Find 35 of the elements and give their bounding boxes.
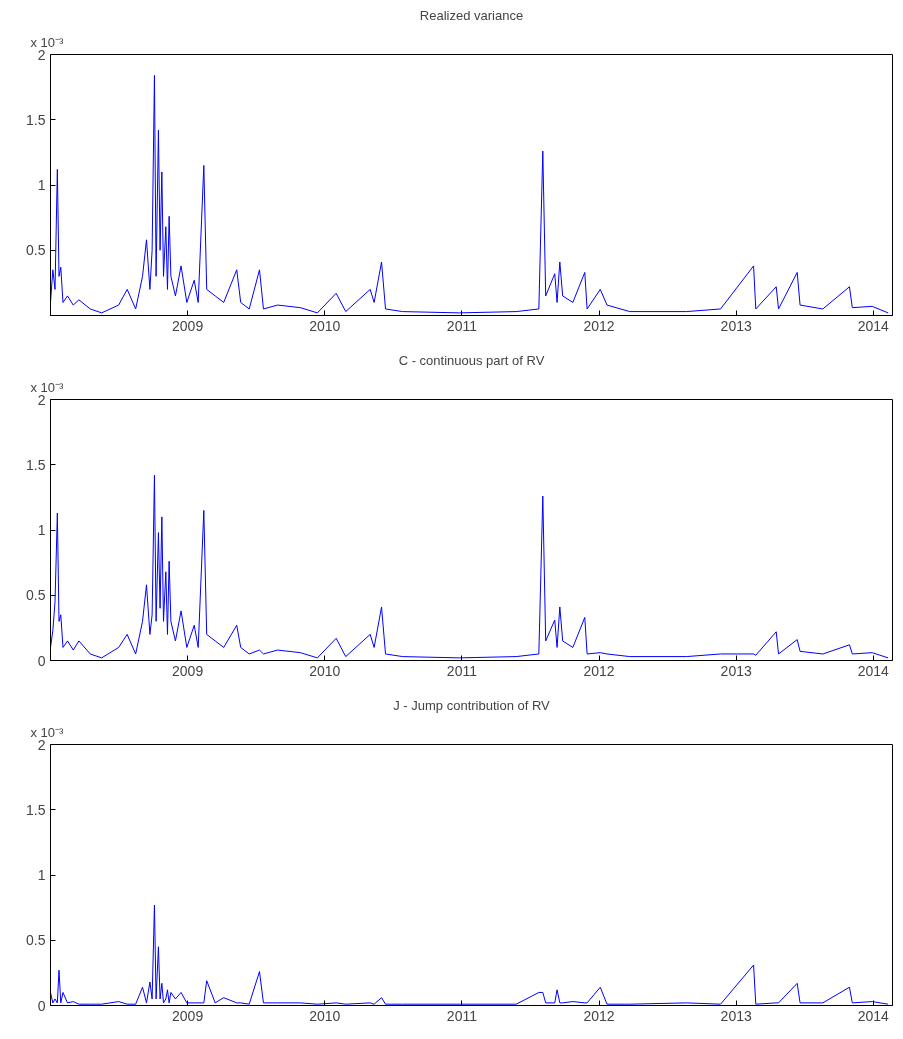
line-series bbox=[50, 74, 889, 314]
chart-title: J - Jump contribution of RV bbox=[393, 697, 551, 713]
y-tick-label: 1 bbox=[37, 177, 46, 193]
y-tick-label: 0.5 bbox=[26, 242, 46, 259]
chart-title: C - continuous part of RV bbox=[398, 352, 545, 368]
x-tick-label: 2010 bbox=[309, 662, 341, 679]
x-tick-label: 2009 bbox=[172, 317, 204, 334]
line-series bbox=[50, 904, 889, 1005]
x-tick-label: 2009 bbox=[172, 1007, 204, 1024]
x-tick-label: 2011 bbox=[446, 317, 478, 334]
y-tick-label: 1.5 bbox=[26, 801, 46, 818]
x-tick-label: 2011 bbox=[446, 662, 478, 679]
chart-title: Realized variance bbox=[419, 7, 524, 23]
y-tick-label: 0.5 bbox=[26, 932, 46, 949]
x-tick-label: 2010 bbox=[309, 1007, 341, 1024]
x-tick-label: 2013 bbox=[720, 317, 752, 334]
x-tick-label: 2013 bbox=[720, 1007, 752, 1024]
line-series bbox=[50, 474, 889, 659]
x-tick-label: 2013 bbox=[720, 662, 752, 679]
y-tick-label: 1.5 bbox=[26, 111, 46, 128]
y-tick-label: 0.5 bbox=[26, 587, 46, 604]
x-tick-label: 2011 bbox=[446, 1007, 478, 1024]
y-tick-label: 1.5 bbox=[26, 456, 46, 473]
x-tick-label: 2010 bbox=[309, 317, 341, 334]
x-tick-label: 2014 bbox=[857, 1007, 890, 1024]
y-tick-label: 0 bbox=[37, 652, 46, 669]
x-tick-label: 2014 bbox=[857, 317, 890, 334]
x-tick-label: 2012 bbox=[583, 662, 615, 679]
y-tick-label: 1 bbox=[37, 867, 46, 883]
x-tick-label: 2012 bbox=[583, 1007, 615, 1024]
y-tick-label: 0 bbox=[37, 997, 46, 1014]
x-tick-label: 2012 bbox=[583, 317, 615, 334]
x-tick-label: 2009 bbox=[172, 662, 204, 679]
y-tick-label: 1 bbox=[37, 522, 46, 538]
x-tick-label: 2014 bbox=[857, 662, 890, 679]
